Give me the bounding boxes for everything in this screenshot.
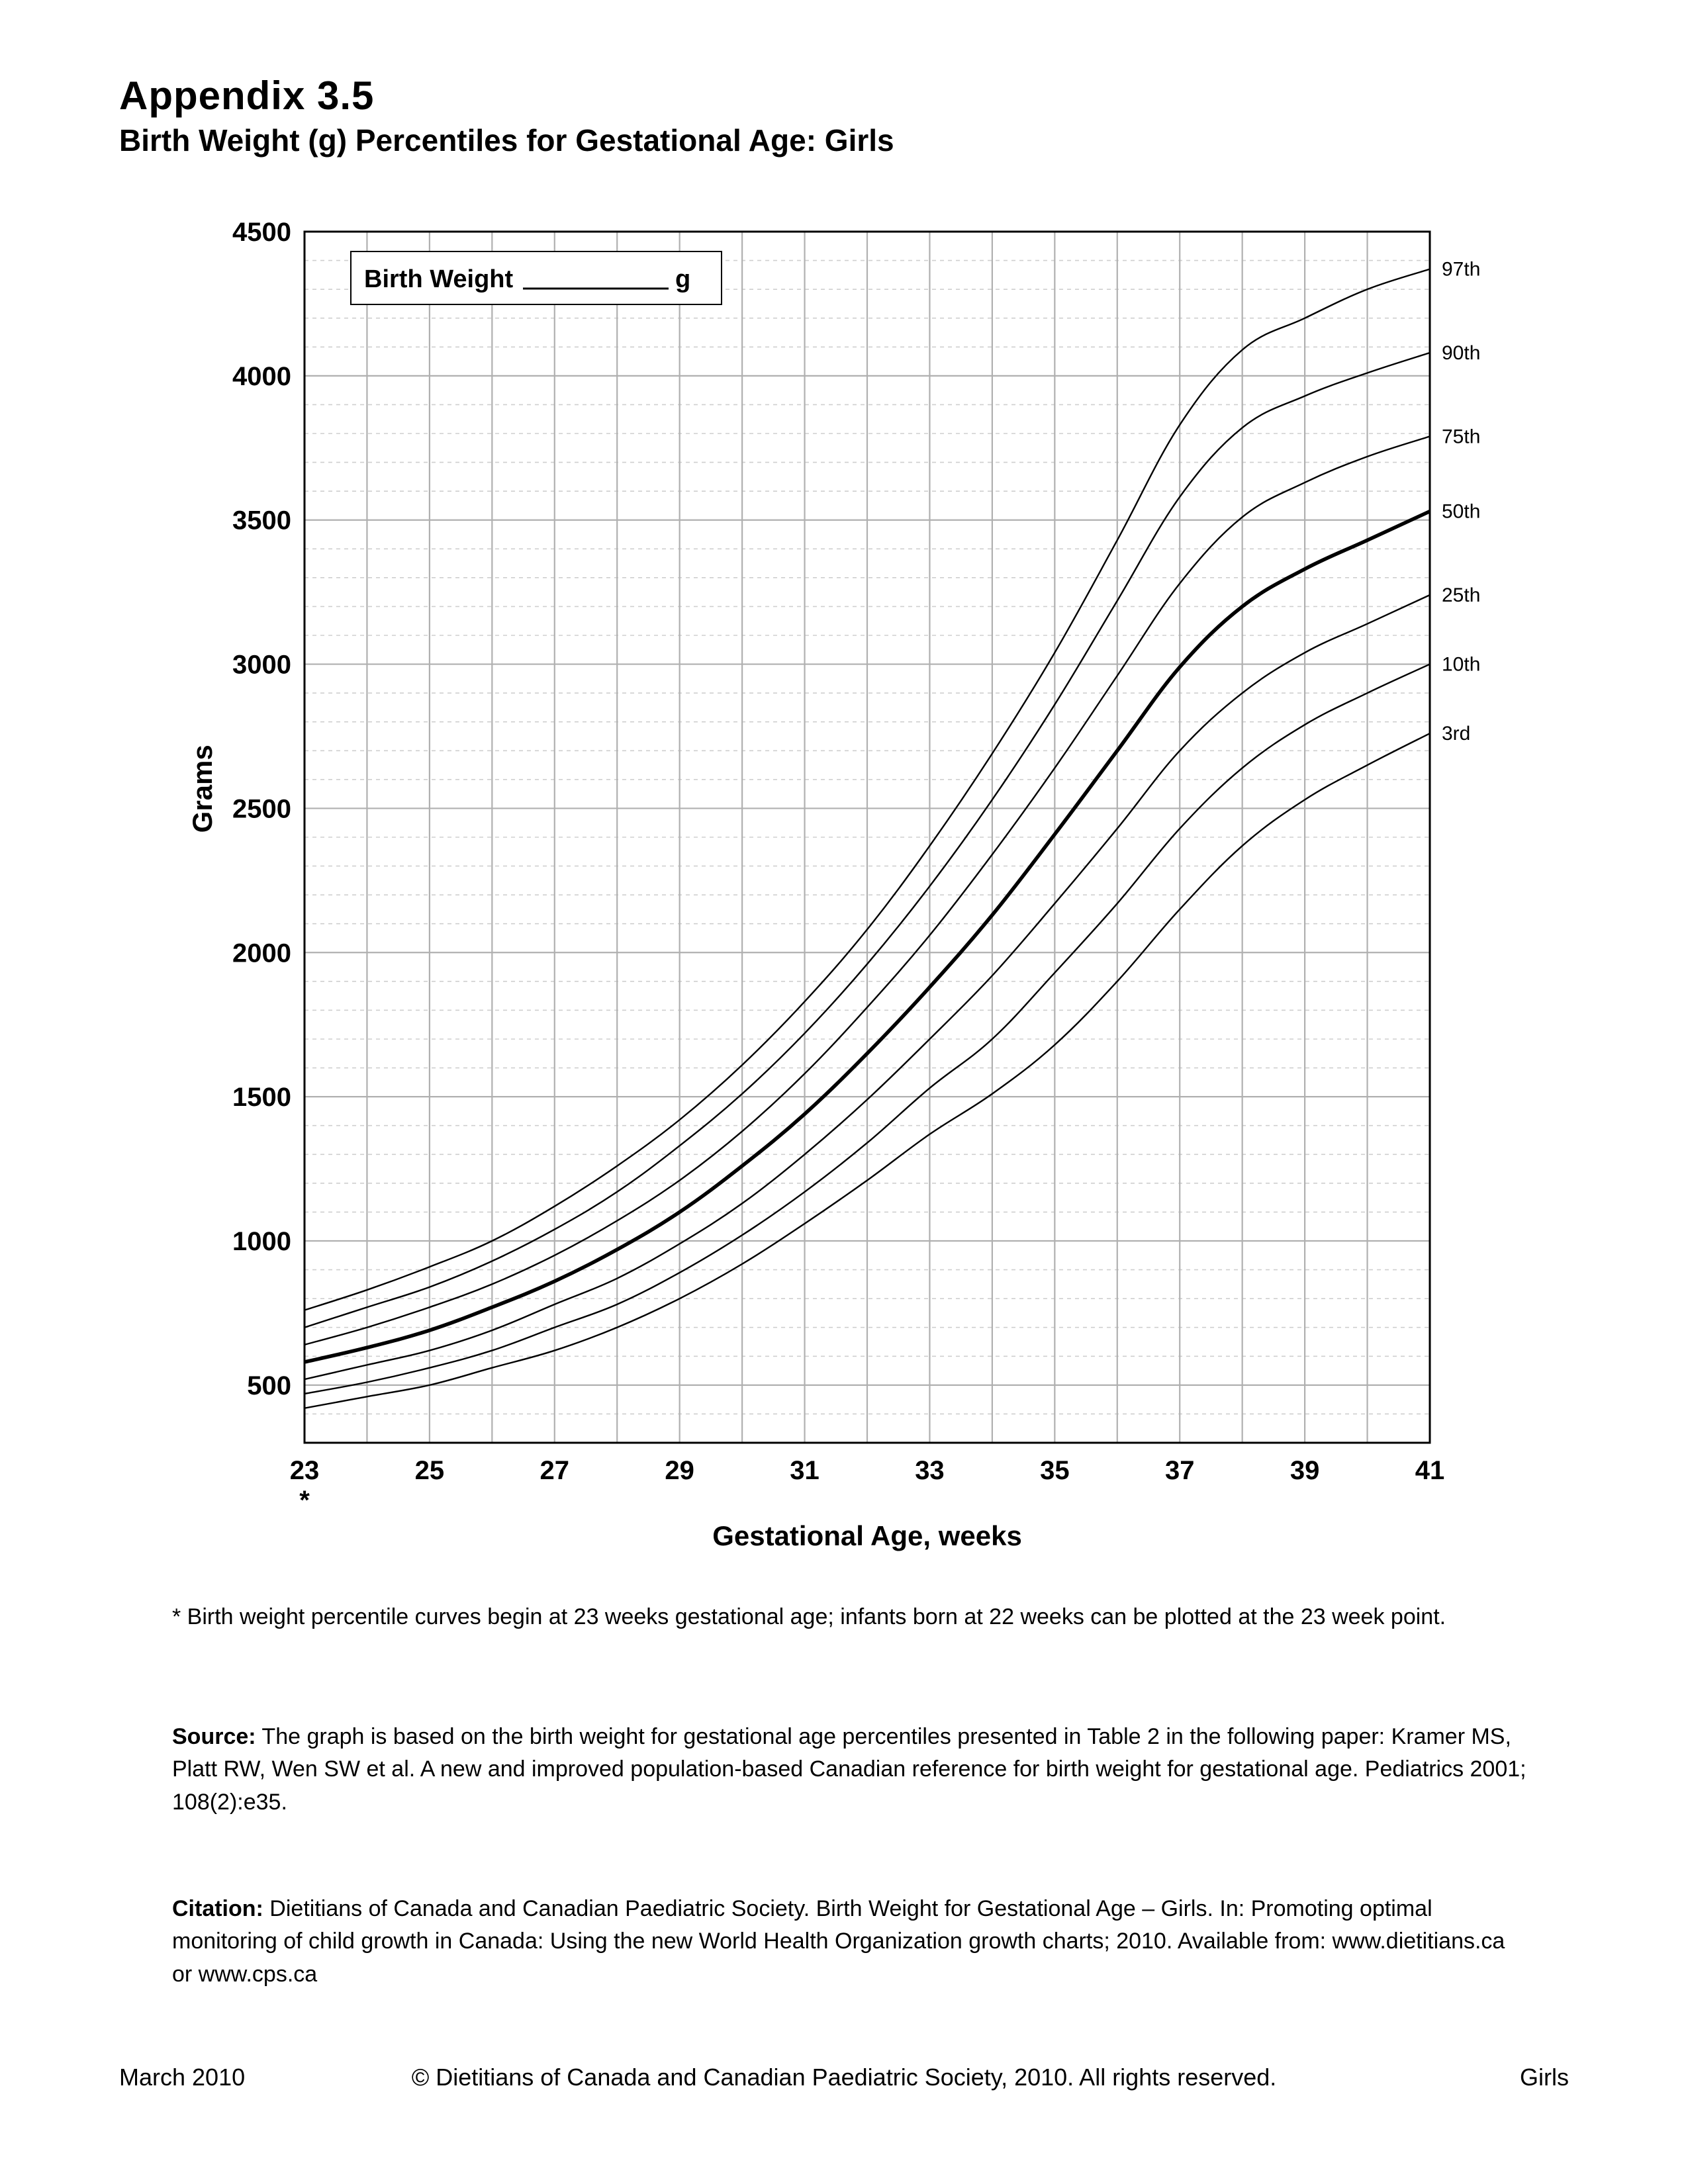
source-text: The graph is based on the birth weight f… bbox=[172, 1724, 1526, 1815]
svg-text:1500: 1500 bbox=[232, 1083, 291, 1112]
svg-text:3000: 3000 bbox=[232, 651, 291, 680]
citation-text: Dietitians of Canada and Canadian Paedia… bbox=[172, 1896, 1505, 1987]
svg-text:Gestational Age, weeks: Gestational Age, weeks bbox=[712, 1520, 1022, 1551]
svg-text:31: 31 bbox=[790, 1456, 820, 1485]
svg-text:g: g bbox=[675, 265, 690, 293]
svg-text:35: 35 bbox=[1040, 1456, 1070, 1485]
svg-text:500: 500 bbox=[247, 1371, 291, 1400]
svg-text:90th: 90th bbox=[1442, 342, 1480, 364]
svg-text:25: 25 bbox=[415, 1456, 445, 1485]
svg-text:3rd: 3rd bbox=[1442, 723, 1470, 745]
svg-text:37: 37 bbox=[1165, 1456, 1195, 1485]
svg-text:50th: 50th bbox=[1442, 501, 1480, 523]
svg-text:3500: 3500 bbox=[232, 506, 291, 535]
footer-sex: Girls bbox=[1520, 2064, 1569, 2091]
svg-text:41: 41 bbox=[1415, 1456, 1445, 1485]
svg-text:4500: 4500 bbox=[232, 218, 291, 247]
svg-text:1000: 1000 bbox=[232, 1227, 291, 1256]
citation-block: Citation: Dietitians of Canada and Canad… bbox=[172, 1893, 1529, 1991]
svg-text:*: * bbox=[299, 1486, 310, 1515]
svg-text:10th: 10th bbox=[1442, 654, 1480, 676]
svg-text:23: 23 bbox=[290, 1456, 320, 1485]
svg-text:4000: 4000 bbox=[232, 362, 291, 391]
svg-text:2500: 2500 bbox=[232, 794, 291, 823]
svg-text:75th: 75th bbox=[1442, 426, 1480, 447]
source-block: Source: The graph is based on the birth … bbox=[172, 1721, 1529, 1819]
svg-text:29: 29 bbox=[665, 1456, 694, 1485]
citation-label: Citation: bbox=[172, 1896, 263, 1921]
svg-text:33: 33 bbox=[915, 1456, 945, 1485]
footer-copyright: © Dietitians of Canada and Canadian Paed… bbox=[119, 2064, 1569, 2091]
svg-text:97th: 97th bbox=[1442, 259, 1480, 281]
page-title: Appendix 3.5 bbox=[119, 73, 1569, 118]
footnote: * Birth weight percentile curves begin a… bbox=[172, 1602, 1496, 1633]
svg-text:Grams: Grams bbox=[187, 745, 218, 833]
svg-text:2000: 2000 bbox=[232, 938, 291, 968]
svg-text:27: 27 bbox=[540, 1456, 570, 1485]
svg-text:Birth Weight: Birth Weight bbox=[364, 265, 514, 293]
source-label: Source: bbox=[172, 1724, 256, 1749]
svg-text:39: 39 bbox=[1290, 1456, 1320, 1485]
growth-chart: 500 1000 1500 2000 2500 3000 3500 4000 4500 23 25 2… bbox=[172, 192, 1529, 1575]
page-subtitle: Birth Weight (g) Percentiles for Gestati… bbox=[119, 122, 1569, 158]
svg-text:25th: 25th bbox=[1442, 584, 1480, 606]
